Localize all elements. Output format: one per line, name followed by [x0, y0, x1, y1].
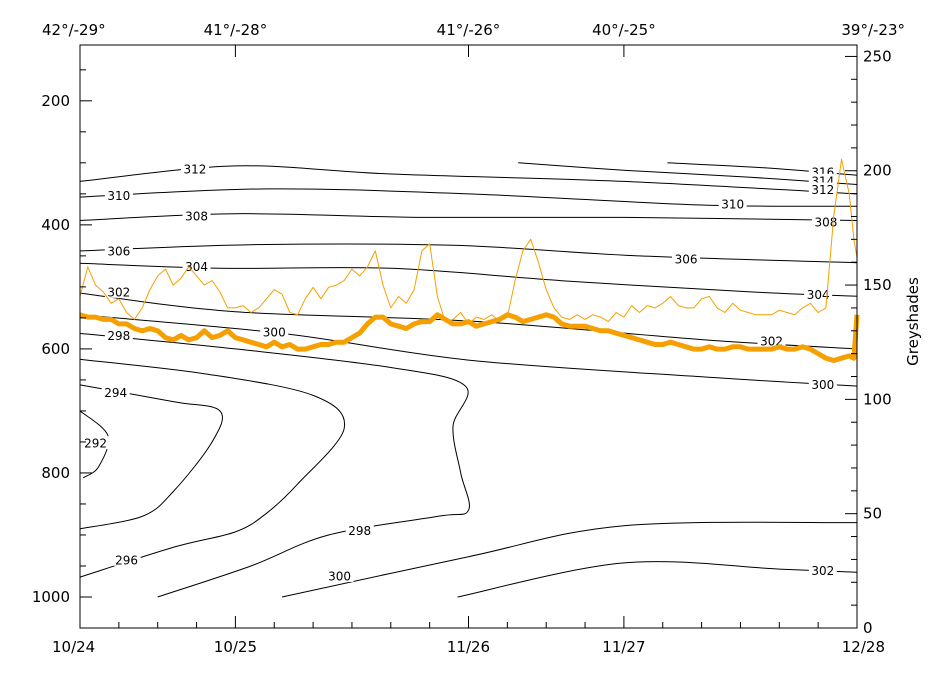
bottom-tick-label: 12/28 [842, 638, 885, 656]
right-tick-label: 50 [863, 505, 882, 523]
contour-label-bg [672, 251, 701, 265]
series-line-1 [79, 312, 860, 363]
series-line-0 [79, 158, 858, 325]
contour-label-306: 306 [675, 252, 698, 266]
right-tick-label: 0 [863, 619, 873, 637]
contour-label-bg [112, 552, 141, 566]
bottom-tick-label: 11/26 [447, 638, 490, 656]
left-tick-label: 200 [41, 92, 70, 110]
contour-label-300: 300 [811, 378, 834, 392]
contour-300-8 [79, 314, 858, 387]
top-coord-label: 41°/-28° [204, 21, 268, 39]
contour-label-302: 302 [811, 564, 834, 578]
contour-label-300: 300 [328, 569, 351, 583]
right-axis-title: Greyshades [904, 277, 922, 366]
bottom-tick-label: 11/27 [602, 638, 645, 656]
contour-label-bg [180, 162, 209, 176]
bottom-tick-label: 10/25 [214, 638, 257, 656]
contour-label-bg [757, 333, 786, 347]
right-tick-label: 200 [863, 162, 892, 180]
right-tick-label: 250 [863, 47, 892, 65]
contour-label-bg [325, 568, 354, 582]
contour-label-294: 294 [104, 386, 127, 400]
contour-label-304: 304 [807, 288, 830, 302]
contour-300-13 [281, 521, 858, 598]
contour-label-bg [81, 436, 110, 450]
contour-label-312: 312 [811, 183, 834, 197]
contour-label-296: 296 [115, 553, 138, 567]
contour-296-10 [79, 358, 346, 578]
contour-label-bg [808, 182, 837, 196]
top-coord-label: 42°/-29° [42, 21, 106, 39]
left-tick-label: 1000 [32, 588, 70, 606]
contour-label-308: 308 [814, 215, 837, 229]
contour-label-306: 306 [107, 244, 130, 258]
left-tick-label: 400 [41, 216, 70, 234]
contour-label-bg [104, 188, 133, 202]
contour-label-bg [182, 259, 211, 273]
contour-294-11 [79, 384, 223, 530]
contour-label-304: 304 [185, 260, 208, 274]
axis-labels: 200 400 600 800 1000 0 50 100 150 200 250 10/24 10/2… [32, 21, 905, 656]
left-tick-label: 600 [41, 340, 70, 358]
contour-306-5 [79, 243, 858, 264]
right-tick-label: 100 [863, 390, 892, 408]
bottom-tick-label: 10/24 [52, 638, 95, 656]
contour-label-bg [104, 284, 133, 298]
contour-label-310: 310 [107, 189, 130, 203]
top-coord-label: 41°/-26° [437, 21, 501, 39]
right-tick-label: 150 [863, 276, 892, 294]
contour-label-bg [104, 243, 133, 257]
contour-label-bg [808, 563, 837, 577]
contour-label-bg [804, 287, 833, 301]
contour-label-bg [101, 385, 130, 399]
axis-ticks [79, 45, 858, 629]
contour-label-298: 298 [107, 329, 130, 343]
contour-292-12 [79, 410, 110, 479]
contour-label-312: 312 [184, 163, 207, 177]
contour-label-bg [808, 377, 837, 391]
contour-314-1 [518, 162, 858, 185]
contour-label-308: 308 [185, 210, 208, 224]
contour-label-bg [345, 523, 374, 537]
left-tick-label: 800 [41, 464, 70, 482]
contour-298-9 [79, 332, 470, 598]
contour-label-300: 300 [263, 326, 286, 340]
contour-label-310: 310 [721, 197, 744, 211]
contour-label-298: 298 [348, 524, 371, 538]
contour-label-292: 292 [84, 437, 107, 451]
contour-304-6 [79, 262, 858, 297]
contour-label-bg [104, 328, 133, 342]
top-coord-label: 40°/-25° [592, 21, 656, 39]
top-coord-label: 39°/-23° [841, 21, 905, 39]
contour-label-bg [260, 325, 289, 339]
contour-label-bg [182, 209, 211, 223]
contour-label-bg [718, 196, 747, 210]
greyshade-series [79, 158, 860, 363]
contour-302-14 [457, 561, 858, 598]
contour-label-302: 302 [107, 285, 130, 299]
